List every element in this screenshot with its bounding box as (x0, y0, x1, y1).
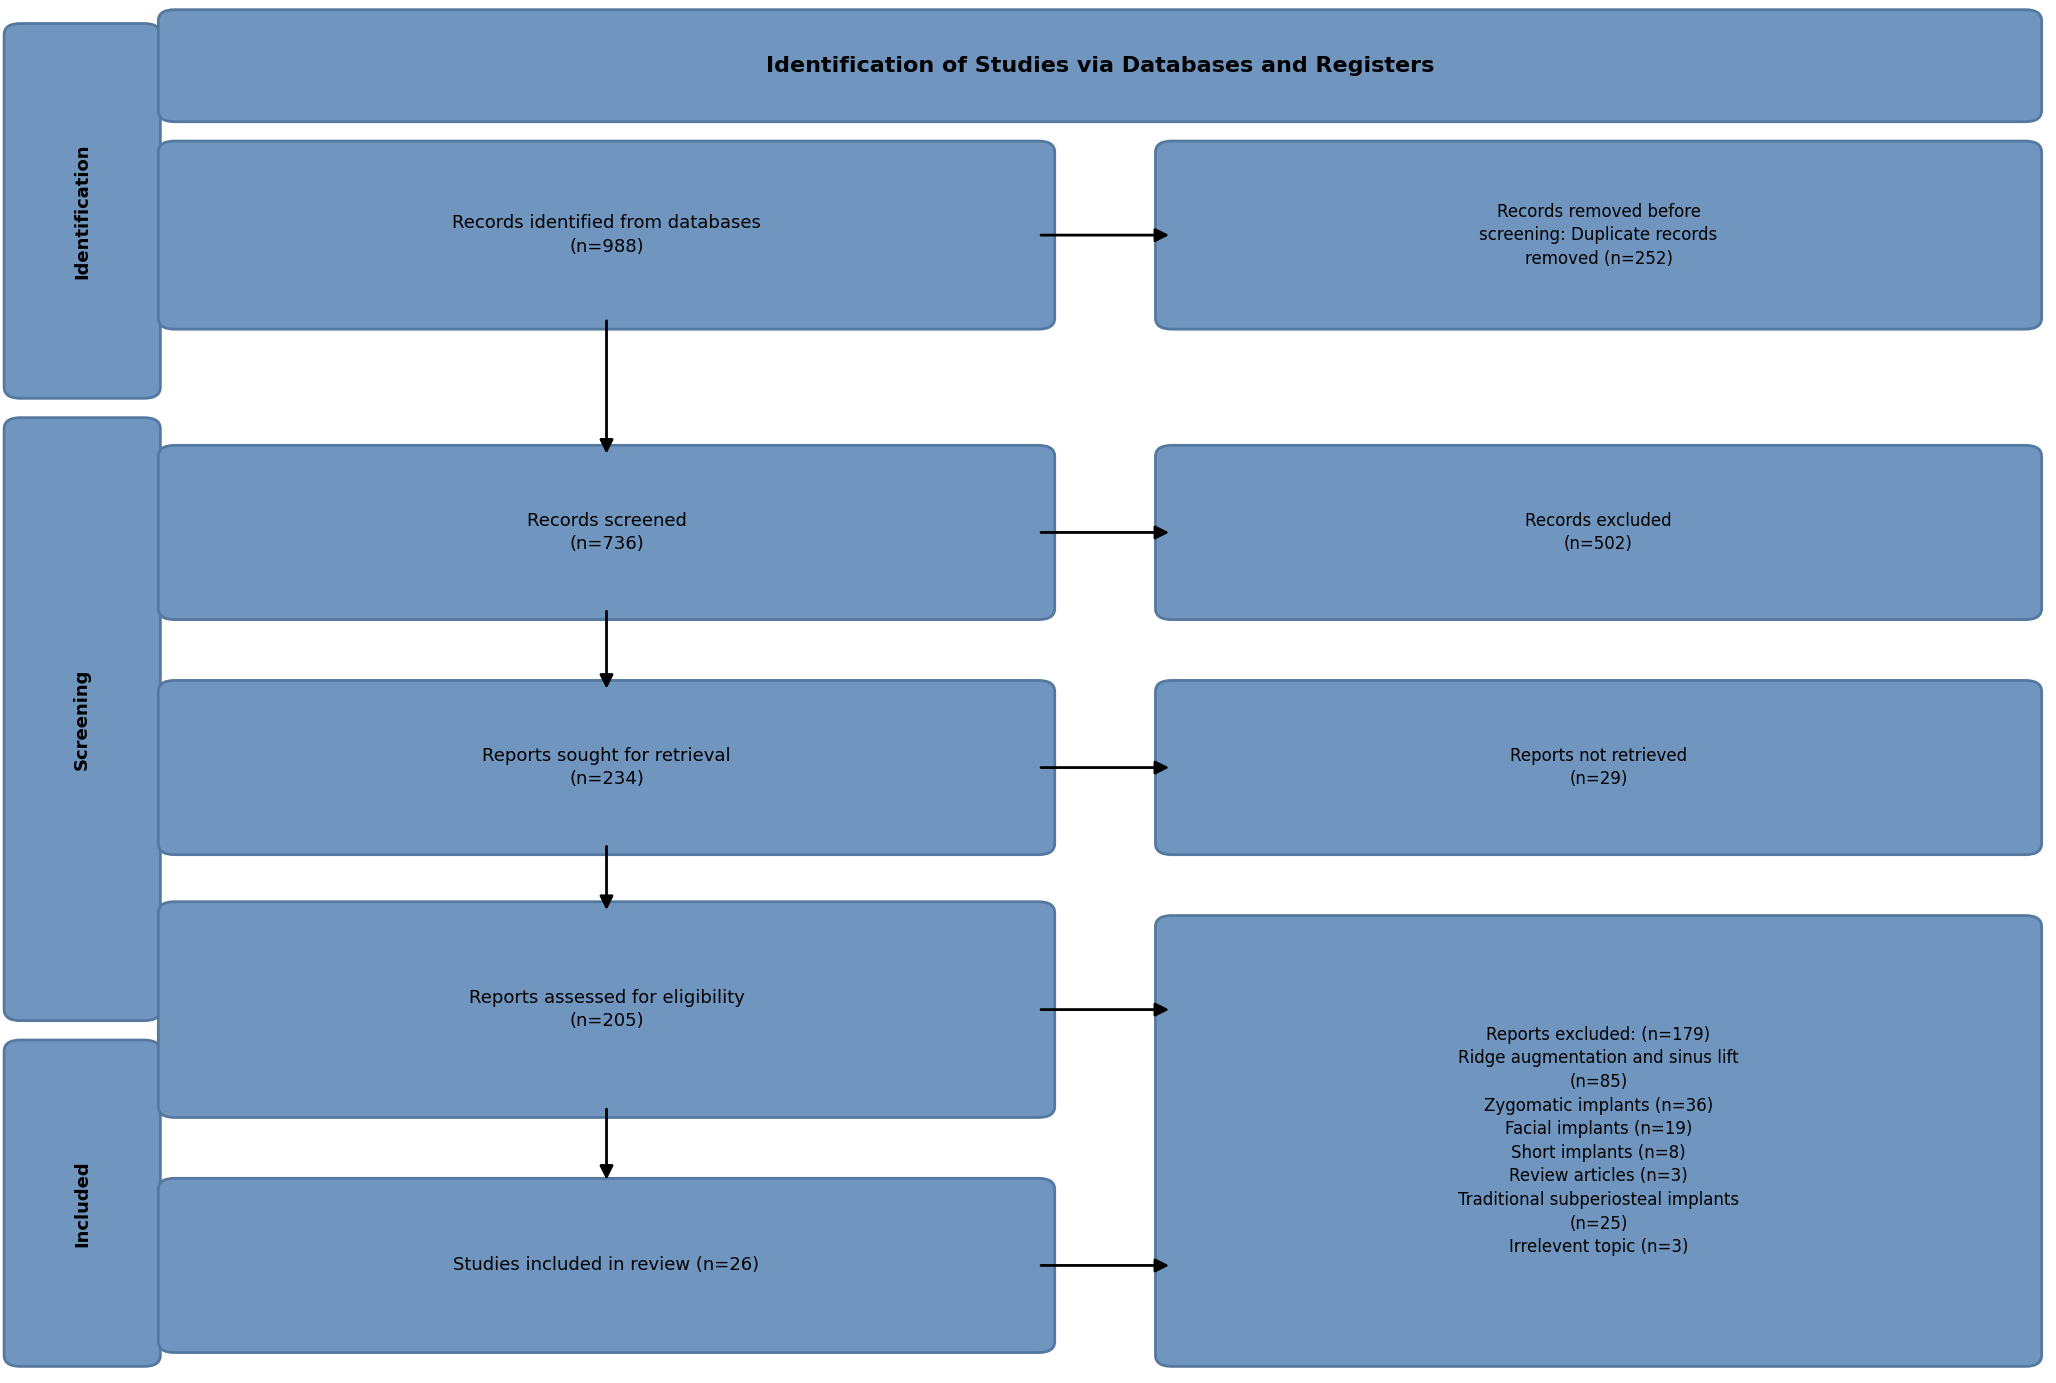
Text: Reports not retrieved
(n=29): Reports not retrieved (n=29) (1509, 747, 1688, 788)
Text: Identification of Studies via Databases and Registers: Identification of Studies via Databases … (765, 55, 1435, 76)
Text: Records identified from databases
(n=988): Records identified from databases (n=988… (452, 214, 761, 256)
FancyBboxPatch shape (4, 418, 160, 1021)
FancyBboxPatch shape (1155, 916, 2042, 1366)
Text: Identification: Identification (74, 144, 90, 278)
Text: Included: Included (74, 1160, 90, 1246)
FancyBboxPatch shape (158, 680, 1055, 855)
Text: Reports sought for retrieval
(n=234): Reports sought for retrieval (n=234) (483, 747, 730, 788)
FancyBboxPatch shape (1155, 680, 2042, 855)
Text: Records excluded
(n=502): Records excluded (n=502) (1526, 512, 1672, 553)
FancyBboxPatch shape (158, 445, 1055, 620)
FancyBboxPatch shape (4, 1040, 160, 1366)
Text: Studies included in review (n=26): Studies included in review (n=26) (454, 1256, 759, 1275)
Text: Reports assessed for eligibility
(n=205): Reports assessed for eligibility (n=205) (469, 989, 744, 1030)
Text: Screening: Screening (74, 668, 90, 770)
FancyBboxPatch shape (158, 10, 2042, 122)
Text: Reports excluded: (n=179)
Ridge augmentation and sinus lift
(n=85)
Zygomatic imp: Reports excluded: (n=179) Ridge augmenta… (1458, 1026, 1739, 1256)
Text: Records screened
(n=736): Records screened (n=736) (526, 512, 687, 553)
FancyBboxPatch shape (1155, 141, 2042, 329)
FancyBboxPatch shape (158, 141, 1055, 329)
Text: Records removed before
screening: Duplicate records
removed (n=252): Records removed before screening: Duplic… (1480, 202, 1717, 268)
FancyBboxPatch shape (158, 902, 1055, 1117)
FancyBboxPatch shape (158, 1178, 1055, 1353)
FancyBboxPatch shape (4, 24, 160, 398)
FancyBboxPatch shape (1155, 445, 2042, 620)
